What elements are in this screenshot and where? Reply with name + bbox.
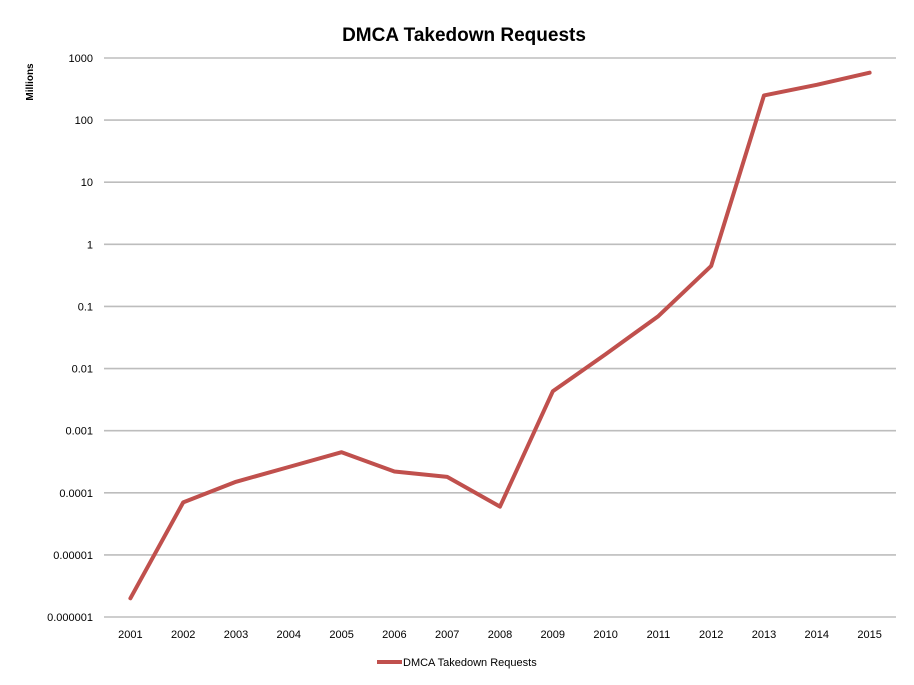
x-tick-label: 2013 [752, 629, 776, 641]
series-line [128, 70, 872, 601]
y-tick-label: 10 [81, 177, 93, 189]
y-tick-label: 0.01 [72, 364, 93, 376]
x-tick-label: 2011 [647, 629, 671, 641]
series-lines [128, 70, 872, 601]
x-tick-label: 2007 [435, 629, 459, 641]
legend: DMCA Takedown Requests [377, 657, 537, 669]
x-tick-label: 2012 [699, 629, 723, 641]
x-tick-label: 2015 [857, 629, 881, 641]
y-tick-label: 0.0001 [59, 488, 93, 500]
y-tick-label: 100 [75, 115, 93, 127]
x-tick-label: 2002 [171, 629, 195, 641]
x-tick-label: 2003 [224, 629, 248, 641]
x-tick-label: 2001 [118, 629, 142, 641]
legend-label: DMCA Takedown Requests [403, 657, 537, 669]
y-tick-label: 0.1 [78, 301, 93, 313]
x-axis-ticks: 2001 2002 2003 2004 2005 2006 2007 2008 2009 2010… [118, 629, 882, 641]
x-tick-label: 2010 [593, 629, 617, 641]
x-tick-label: 2014 [805, 629, 829, 641]
y-tick-label: 1000 [69, 53, 93, 65]
y-tick-label: 0.001 [65, 426, 93, 438]
x-tick-label: 2008 [488, 629, 512, 641]
y-tick-label: 0.00001 [53, 550, 93, 562]
x-tick-label: 2009 [541, 629, 565, 641]
x-tick-label: 2005 [329, 629, 353, 641]
y-tick-label: 0.000001 [47, 612, 93, 624]
x-tick-label: 2004 [277, 629, 301, 641]
gridlines [104, 57, 896, 618]
y-axis-ticks: 1000 100 10 1 0.1 0.01 0.001 0.0001 0.00001 0.000… [47, 53, 93, 624]
y-axis-label: Millions [25, 63, 36, 101]
x-tick-label: 2006 [382, 629, 406, 641]
y-tick-label: 1 [87, 239, 93, 251]
chart-title: DMCA Takedown Requests [342, 25, 586, 46]
